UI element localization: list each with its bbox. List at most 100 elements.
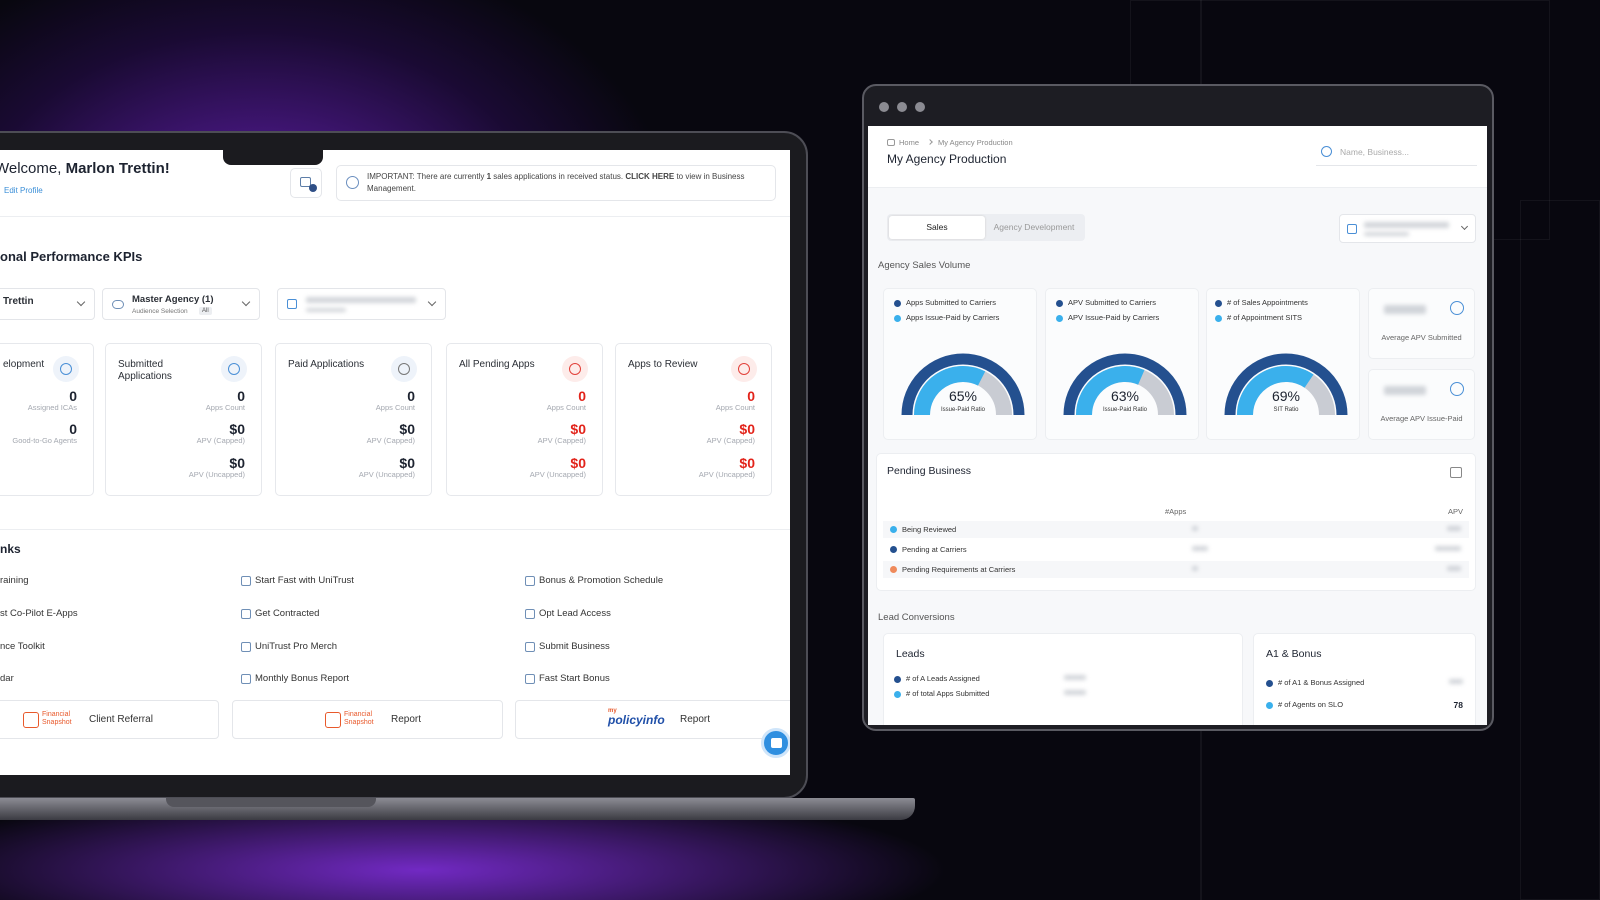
legend-dot <box>1266 702 1273 709</box>
column-header: APV <box>1447 507 1463 516</box>
quick-link[interactable]: Start Fast with UniTrust <box>255 575 354 586</box>
edit-profile-link[interactable]: Edit Profile <box>4 186 43 195</box>
notice-banner[interactable]: IMPORTANT: There are currently 1 sales a… <box>336 165 776 201</box>
report-button[interactable]: Financial Snapshot Client Referral <box>0 700 219 739</box>
kpi-card: All Pending Apps 0 Apps Count $0 APV (Capped… <box>446 343 603 496</box>
row-value: 78 <box>1453 700 1463 710</box>
blurred-value <box>1192 546 1208 551</box>
gauge-outer-ring <box>1063 353 1187 416</box>
date-filter[interactable] <box>277 288 446 320</box>
kpi-icon-glyph <box>60 363 72 375</box>
search-icon <box>1321 146 1332 157</box>
date-picker[interactable] <box>1339 214 1476 243</box>
stat-card: Average APV Submitted <box>1368 288 1475 359</box>
kpi-value: 0 <box>578 388 586 404</box>
kpi-label: APV (Uncapped) <box>188 470 245 479</box>
section-title: onal Performance KPIs <box>0 249 143 264</box>
kpi-label: Good-to-Go Agents <box>12 436 77 445</box>
tab-label: Sales <box>926 222 948 232</box>
blurred-value <box>1435 546 1461 551</box>
icon <box>525 642 535 652</box>
window-dot <box>879 102 889 112</box>
quick-link[interactable]: UniTrust Pro Merch <box>255 641 337 652</box>
breadcrumb[interactable]: Home <box>899 138 920 147</box>
tab[interactable]: Sales <box>889 216 985 239</box>
page-title: My Agency Production <box>887 152 1007 166</box>
quick-link[interactable]: Submit Business <box>539 641 610 652</box>
report-button[interactable]: Financial Snapshot Report <box>232 700 503 739</box>
divider <box>0 216 790 217</box>
kpi-label: Assigned ICAs <box>27 403 77 412</box>
icon <box>525 576 535 586</box>
kpi-icon-glyph <box>738 363 750 375</box>
icon <box>887 139 895 146</box>
search-box[interactable]: Name, Business... <box>1316 140 1477 166</box>
blurred-value <box>306 308 346 312</box>
quick-link[interactable]: Monthly Bonus Report <box>255 673 349 684</box>
quick-link[interactable]: dar <box>0 673 14 684</box>
gauge-arc <box>1076 366 1145 416</box>
kpi-icon <box>562 356 588 382</box>
tab-label: Agency Development <box>993 222 1075 232</box>
tab[interactable]: Agency Development <box>985 216 1083 239</box>
stat-icon <box>1450 301 1464 315</box>
chevron <box>427 297 437 307</box>
report-button[interactable]: my policyinfo Report <box>515 700 790 739</box>
kpi-label: APV (Uncapped) <box>698 470 755 479</box>
icon <box>1450 467 1462 478</box>
icon <box>1347 224 1357 234</box>
quick-link[interactable]: Bonus & Promotion Schedule <box>539 575 664 586</box>
icon <box>112 300 124 309</box>
gauge-value: 65% <box>949 388 977 404</box>
kpi-value: 0 <box>237 388 245 404</box>
card-title: Leads <box>896 648 925 660</box>
kpi-icon <box>221 356 247 382</box>
quick-link[interactable]: raining <box>0 575 29 586</box>
kpi-value: $0 <box>739 455 755 471</box>
chat-button[interactable] <box>761 728 790 758</box>
quick-link[interactable]: Fast Start Bonus <box>539 673 610 684</box>
kpi-title: elopment <box>3 359 45 370</box>
report-label: Report <box>391 714 422 725</box>
legend-label: Apps Submitted to Carriers <box>906 298 997 307</box>
agent-filter[interactable]: Trettin <box>0 288 95 320</box>
quick-link[interactable]: Opt Lead Access <box>539 608 611 619</box>
row-bg <box>883 561 1469 578</box>
gauge-label: Issue-Paid Ratio <box>941 407 986 413</box>
card-title: Pending Business <box>887 465 972 477</box>
audience-filter[interactable]: Master Agency (1) Audience Selection All <box>102 288 260 320</box>
quick-link[interactable]: nce Toolkit <box>0 641 45 652</box>
greeting: Welcome, <box>0 160 62 177</box>
kpi-title: Submitted Applications <box>118 359 172 382</box>
icon <box>287 299 297 309</box>
kpi-label: Apps Count <box>205 403 245 412</box>
gauge-value: 63% <box>1111 388 1139 404</box>
logo-icon <box>23 712 39 728</box>
blurred-value <box>1064 675 1086 680</box>
notification-button[interactable] <box>290 168 322 198</box>
search-placeholder: Name, Business... <box>1340 147 1409 157</box>
icon <box>300 177 311 187</box>
gauge: 69% SIT Ratio <box>1224 353 1348 416</box>
legend-label: # of Appointment SITS <box>1227 313 1303 322</box>
stat-icon <box>1450 382 1464 396</box>
quick-link[interactable]: st Co-Pilot E-Apps <box>0 608 78 619</box>
notice-text: IMPORTANT: There are currently 1 sales a… <box>367 171 767 195</box>
quick-link[interactable]: Get Contracted <box>255 608 320 619</box>
gauge-value: 69% <box>1272 388 1300 404</box>
kpi-icon-glyph <box>398 363 410 375</box>
header-bar <box>868 126 1487 188</box>
legend-label: APV Submitted to Carriers <box>1068 298 1156 307</box>
legend-dot <box>894 691 901 698</box>
kpi-icon-glyph <box>228 363 240 375</box>
gauge-arc <box>1237 366 1314 416</box>
background-grid <box>1520 200 1600 900</box>
kpi-title: Apps to Review <box>628 359 698 370</box>
row-label: Pending Requirements at Carriers <box>902 565 1016 574</box>
logo-prefix: my <box>608 708 617 714</box>
kpi-label: Apps Count <box>546 403 586 412</box>
blurred-value <box>1384 386 1426 395</box>
kpi-label: APV (Capped) <box>537 436 586 445</box>
kpi-label: Apps Count <box>375 403 415 412</box>
row-label: # of total Apps Submitted <box>906 689 990 698</box>
